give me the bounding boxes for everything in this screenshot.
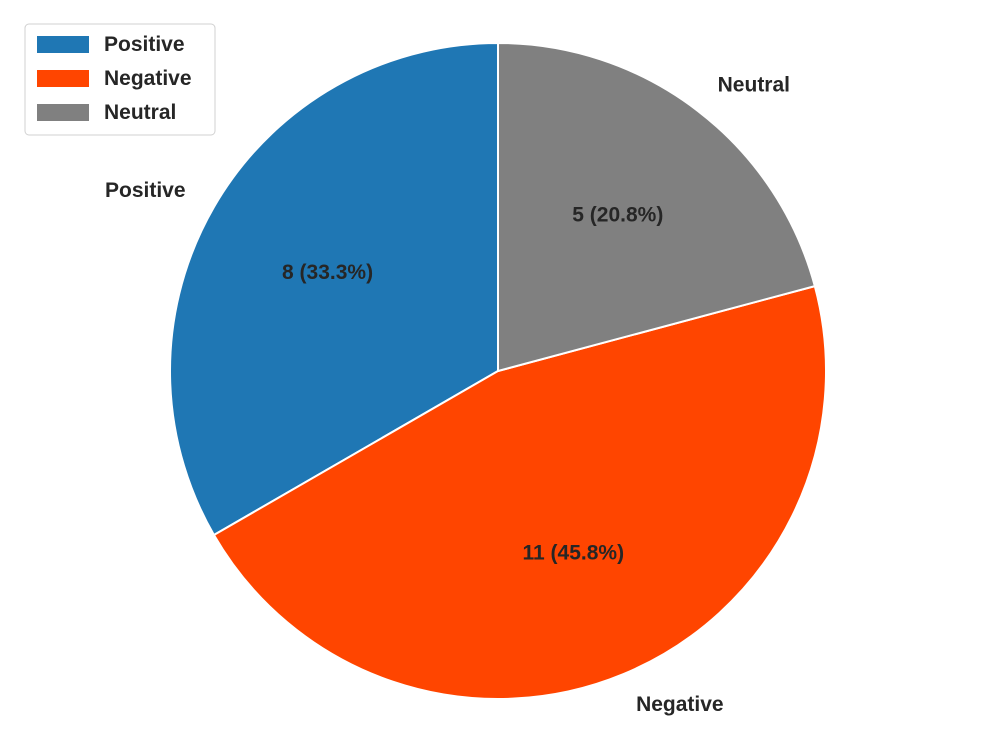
legend-swatch-neutral	[37, 104, 89, 121]
pie-value-label-neutral: 5 (20.8%)	[572, 203, 663, 226]
pie-category-label-neutral: Neutral	[718, 73, 790, 96]
pie-category-label-negative: Negative	[636, 693, 724, 716]
legend: Positive Negative Neutral	[24, 23, 216, 136]
pie-slice-positive	[169, 41, 499, 537]
pie-labels: 8 (33.3%) Positive 11 (45.8%) Negative 5 (20…	[105, 73, 790, 716]
legend-label-negative: Negative	[104, 67, 192, 90]
pie-slice-negative	[212, 284, 827, 700]
legend-label-positive: Positive	[104, 33, 185, 56]
pie-category-label-positive: Positive	[105, 179, 186, 202]
pie-slices	[169, 41, 827, 700]
pie-value-label-positive: 8 (33.3%)	[282, 261, 373, 284]
legend-swatch-negative	[37, 70, 89, 87]
pie-slice-neutral	[497, 41, 817, 373]
pie-value-label-negative: 11 (45.8%)	[523, 541, 625, 564]
legend-swatch-positive	[37, 36, 89, 53]
legend-label-neutral: Neutral	[104, 101, 176, 124]
